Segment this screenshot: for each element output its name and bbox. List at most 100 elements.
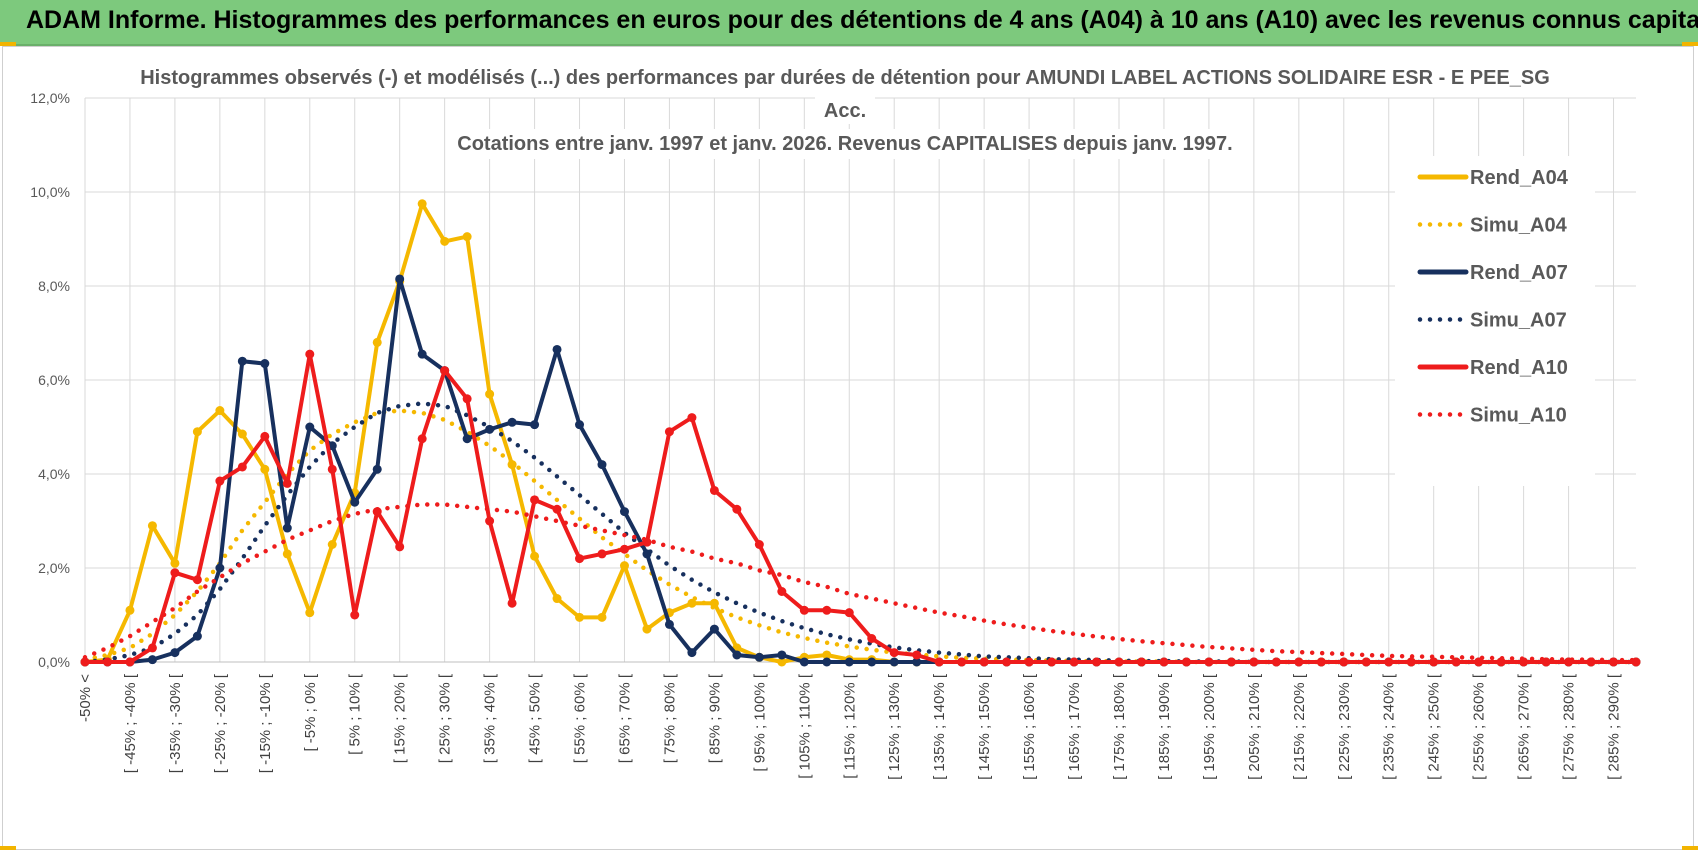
- data-point-rend-a07: [237, 356, 247, 366]
- data-point-rend-a04: [687, 598, 697, 608]
- data-point-rend-a04: [777, 657, 787, 667]
- legend-label-rend-a10: Rend_A10: [1470, 357, 1568, 379]
- data-point-rend-a07: [192, 631, 202, 641]
- data-point-rend-a10: [1316, 657, 1326, 667]
- x-tick-label: [ 185% ; 190% [: [1156, 673, 1173, 780]
- x-tick-label: [ 95% ; 100% [: [751, 673, 768, 771]
- data-point-rend-a10: [1092, 657, 1102, 667]
- x-tick-label: [ 85% ; 90% [: [706, 673, 723, 763]
- banner-title: ADAM Informe. Histogrammes des performan…: [26, 6, 1698, 34]
- x-tick-label: [ 285% ; 290% [: [1606, 673, 1623, 780]
- data-point-rend-a10: [102, 657, 112, 667]
- data-point-rend-a04: [215, 406, 225, 416]
- data-point-rend-a07: [282, 523, 292, 533]
- series-line-rend-a10: [83, 352, 1638, 664]
- x-tick-label: [ 225% ; 230% [: [1336, 673, 1353, 780]
- data-point-rend-a10: [215, 476, 225, 486]
- data-point-rend-a10: [1429, 657, 1439, 667]
- data-point-rend-a10: [260, 431, 270, 441]
- chart-title: Histogrammes observés (-) et modélisés (…: [140, 62, 1550, 159]
- data-point-rend-a10: [350, 610, 360, 620]
- data-point-rend-a10: [147, 643, 157, 653]
- data-point-rend-a10: [1226, 657, 1236, 667]
- data-point-rend-a10: [1451, 657, 1461, 667]
- data-point-rend-a10: [417, 434, 427, 444]
- data-point-rend-a10: [867, 634, 877, 643]
- data-point-rend-a10: [597, 549, 607, 559]
- x-tick-label: [ -5% ; 0% [: [302, 673, 319, 751]
- x-tick-label: -50% <: [77, 674, 94, 722]
- data-point-rend-a10: [552, 504, 562, 514]
- x-tick-label: [ 275% ; 280% [: [1561, 673, 1578, 780]
- data-point-rend-a10: [1047, 657, 1057, 667]
- data-point-rend-a04: [147, 521, 157, 531]
- y-tick-label: 2,0%: [38, 560, 70, 576]
- legend-label-rend-a04: Rend_A04: [1470, 167, 1569, 189]
- data-point-rend-a07: [732, 650, 742, 660]
- x-tick-label: [ 135% ; 140% [: [931, 673, 948, 780]
- data-point-rend-a07: [575, 420, 585, 430]
- x-tick-label: [ 195% ; 200% [: [1201, 673, 1218, 780]
- y-tick-label: 4,0%: [38, 466, 70, 482]
- data-point-rend-a10: [1384, 657, 1394, 667]
- title-bg-2: [815, 96, 875, 124]
- data-point-rend-a10: [485, 516, 495, 526]
- data-point-rend-a07: [754, 652, 764, 662]
- x-tick-label: [ -45% ; -40% [: [122, 673, 139, 773]
- data-point-rend-a10: [844, 608, 854, 618]
- data-point-rend-a07: [777, 650, 787, 660]
- data-point-rend-a07: [215, 563, 225, 573]
- data-point-rend-a10: [530, 495, 540, 505]
- data-point-rend-a07: [912, 657, 922, 667]
- data-point-rend-a07: [462, 434, 472, 444]
- data-point-rend-a04: [417, 199, 427, 209]
- y-axis-ticks: 0,0% 2,0% 4,0% 6,0% 8,0% 10,0% 12,0%: [30, 90, 70, 670]
- data-point-rend-a10: [327, 464, 337, 474]
- data-point-rend-a10: [282, 478, 292, 488]
- x-tick-label: [ 5% ; 10% [: [347, 673, 364, 755]
- frame-corner-top-right: [1682, 42, 1698, 46]
- data-point-rend-a10: [1339, 657, 1349, 667]
- data-point-rend-a10: [192, 575, 202, 585]
- title-bg-3: [470, 129, 1230, 159]
- data-point-rend-a07: [844, 657, 854, 667]
- x-tick-label: [ 265% ; 270% [: [1516, 673, 1533, 780]
- data-point-rend-a07: [799, 657, 809, 667]
- performance-histogram-chart: 0,0% 2,0% 4,0% 6,0% 8,0% 10,0% 12,0% -50% < [ -…: [30, 62, 1641, 780]
- legend: Rend_A04 Simu_A04 Rend_A07 Simu_A07 Rend_A10…: [1395, 156, 1595, 486]
- x-tick-label: [ 75% ; 80% [: [661, 673, 678, 763]
- x-tick-label: [ 215% ; 220% [: [1291, 673, 1308, 780]
- data-point-rend-a10: [1271, 657, 1281, 667]
- data-point-rend-a04: [642, 624, 652, 634]
- x-tick-label: [ 115% ; 120% [: [841, 673, 858, 779]
- data-point-rend-a04: [372, 337, 382, 347]
- x-tick-label: [ 55% ; 60% [: [572, 673, 589, 763]
- data-point-rend-a10: [440, 366, 450, 376]
- data-point-rend-a10: [732, 504, 742, 514]
- y-tick-label: 12,0%: [30, 90, 70, 106]
- y-tick-label: 8,0%: [38, 278, 70, 294]
- data-point-rend-a10: [1024, 657, 1034, 667]
- data-point-rend-a07: [664, 619, 674, 629]
- data-point-rend-a07: [260, 359, 270, 369]
- data-point-rend-a07: [619, 507, 629, 517]
- chart-title-line-2: Acc.: [824, 100, 866, 122]
- data-point-rend-a04: [260, 464, 270, 474]
- data-point-rend-a10: [1361, 657, 1371, 667]
- data-point-rend-a10: [1204, 657, 1214, 667]
- data-point-rend-a10: [1249, 657, 1259, 667]
- data-point-rend-a07: [147, 655, 157, 665]
- data-point-rend-a04: [170, 558, 180, 568]
- data-point-rend-a10: [777, 587, 787, 596]
- data-point-rend-a10: [1069, 657, 1079, 667]
- data-point-rend-a10: [395, 542, 405, 552]
- y-tick-label: 6,0%: [38, 372, 70, 388]
- data-point-rend-a07: [867, 657, 877, 667]
- data-point-rend-a07: [350, 497, 360, 507]
- data-point-rend-a07: [530, 420, 540, 430]
- data-point-rend-a04: [552, 594, 562, 604]
- y-tick-label: 10,0%: [30, 184, 70, 200]
- data-point-rend-a04: [327, 540, 337, 549]
- x-tick-label: [ 125% ; 130% [: [886, 673, 903, 780]
- data-point-rend-a04: [192, 427, 202, 437]
